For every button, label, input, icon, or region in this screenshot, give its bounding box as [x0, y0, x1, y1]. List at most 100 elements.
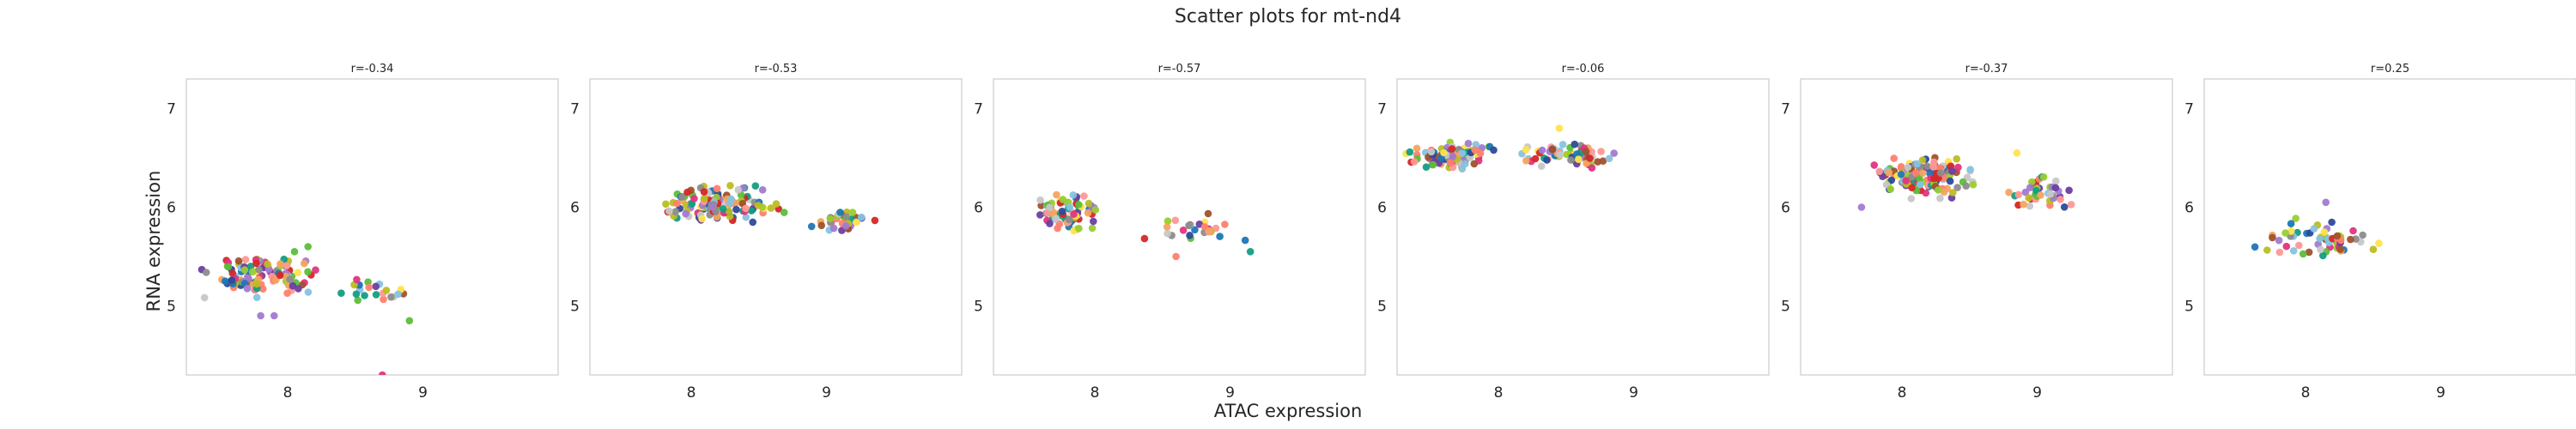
- scatter-point: [1221, 221, 1229, 228]
- scatter-point: [354, 296, 362, 305]
- scatter-point: [1936, 194, 1944, 202]
- scatter-point: [1571, 140, 1579, 148]
- scatter-point: [726, 199, 734, 207]
- scatter-point: [1575, 155, 1583, 163]
- y-tick-label: 5: [1781, 299, 1790, 316]
- scatter-point: [1478, 144, 1486, 152]
- scatter-point: [1036, 211, 1044, 219]
- scatter-point: [1594, 158, 1601, 166]
- scatter-point: [1586, 154, 1594, 162]
- scatter-point: [289, 281, 297, 290]
- scatter-point: [2292, 214, 2300, 222]
- scatter-point: [1904, 163, 1912, 172]
- scatter-point: [2037, 191, 2044, 199]
- scatter-point: [671, 208, 679, 215]
- y-tick-label: 5: [1377, 299, 1387, 316]
- scatter-point: [767, 204, 775, 212]
- scatter-point: [662, 200, 670, 208]
- scatter-point: [1204, 209, 1212, 218]
- scatter-point: [1558, 141, 1567, 148]
- scatter-point: [372, 291, 380, 299]
- y-tick-label: 7: [2184, 101, 2194, 118]
- scatter-point: [700, 195, 708, 202]
- scatter-point: [304, 243, 313, 251]
- scatter-point: [2295, 241, 2303, 250]
- subplot-title: r=-0.53: [755, 63, 798, 76]
- y-tick-label: 6: [167, 200, 176, 217]
- subplot-title: r=0.25: [2371, 63, 2409, 76]
- scatter-point: [283, 262, 290, 270]
- scatter-point: [829, 224, 838, 233]
- scatter-point: [2281, 229, 2289, 237]
- x-tick-label: 9: [2032, 384, 2042, 402]
- scatter-point: [1448, 145, 1456, 153]
- scatter-point: [772, 200, 781, 208]
- scatter-point: [1556, 151, 1564, 159]
- y-tick-label: 7: [570, 101, 580, 118]
- scatter-point: [2020, 200, 2027, 208]
- scatter-point: [1053, 190, 1060, 199]
- scatter-point: [1902, 177, 1910, 184]
- scatter-point: [1185, 221, 1193, 230]
- y-tick-label: 7: [167, 101, 176, 118]
- scatter-point: [1531, 154, 1540, 163]
- scatter-point: [1966, 166, 1974, 173]
- scatter-point: [270, 311, 278, 320]
- scatter-point: [257, 311, 264, 320]
- scatter-point: [2251, 243, 2259, 251]
- scatter-point: [241, 256, 250, 263]
- scatter-point: [1163, 223, 1171, 231]
- scatter-point: [1080, 192, 1088, 200]
- scatter-point: [1422, 163, 1431, 171]
- scatter-points: [1036, 190, 1255, 261]
- scatter-point: [1246, 248, 1255, 256]
- scatter-point: [1948, 167, 1956, 175]
- scatter-point: [1522, 157, 1530, 165]
- scatter-point: [1929, 163, 1937, 171]
- scatter-point: [1471, 146, 1479, 154]
- scatter-point: [2336, 245, 2344, 253]
- subplot-1: r=-0.34 8 9 5 6 7: [167, 63, 559, 402]
- scatter-point: [1427, 148, 1436, 156]
- scatter-point: [1472, 141, 1480, 148]
- scatter-point: [1058, 208, 1066, 215]
- scatter-point: [1897, 170, 1905, 178]
- scatter-point: [1464, 139, 1473, 148]
- scatter-point: [742, 204, 750, 213]
- scatter-point: [1458, 149, 1467, 157]
- scatter-point: [1522, 146, 1530, 154]
- subplot-3: r=-0.57 8 9 5 6 7: [974, 63, 1366, 402]
- scatter-point: [2328, 218, 2336, 227]
- scatter-point: [1857, 203, 1866, 211]
- y-tick-label: 6: [1377, 200, 1387, 217]
- scatter-points: [197, 243, 414, 375]
- scatter-point: [1065, 215, 1073, 224]
- scatter-point: [2349, 227, 2357, 235]
- scatter-point: [387, 293, 395, 301]
- scatter-point: [1084, 208, 1092, 217]
- scatter-point: [276, 260, 284, 268]
- scatter-point: [1567, 156, 1575, 164]
- scatter-point: [222, 277, 229, 286]
- scatter-point: [817, 221, 825, 230]
- x-tick-label: 8: [1494, 384, 1504, 402]
- scatter-point: [1036, 196, 1044, 204]
- scatter-point: [2287, 227, 2295, 235]
- scatter-point: [758, 186, 767, 194]
- scatter-point: [290, 248, 299, 256]
- scatter-point: [841, 222, 850, 230]
- scatter-point: [2026, 202, 2034, 210]
- scatter-point: [2269, 233, 2276, 242]
- y-tick-label: 7: [1377, 101, 1387, 118]
- scatter-point: [1953, 154, 1960, 163]
- scatter-point: [1171, 216, 1180, 225]
- figure-xlabel: ATAC expression: [1214, 401, 1363, 421]
- scatter-point: [1916, 174, 1923, 183]
- scatter-point: [283, 289, 291, 298]
- x-tick-label: 8: [1898, 384, 1907, 402]
- scatter-point: [807, 222, 816, 231]
- scatter-point: [1923, 162, 1931, 170]
- scatter-points: [662, 182, 879, 234]
- scatter-point: [1191, 226, 1199, 234]
- scatter-point: [1410, 158, 1419, 166]
